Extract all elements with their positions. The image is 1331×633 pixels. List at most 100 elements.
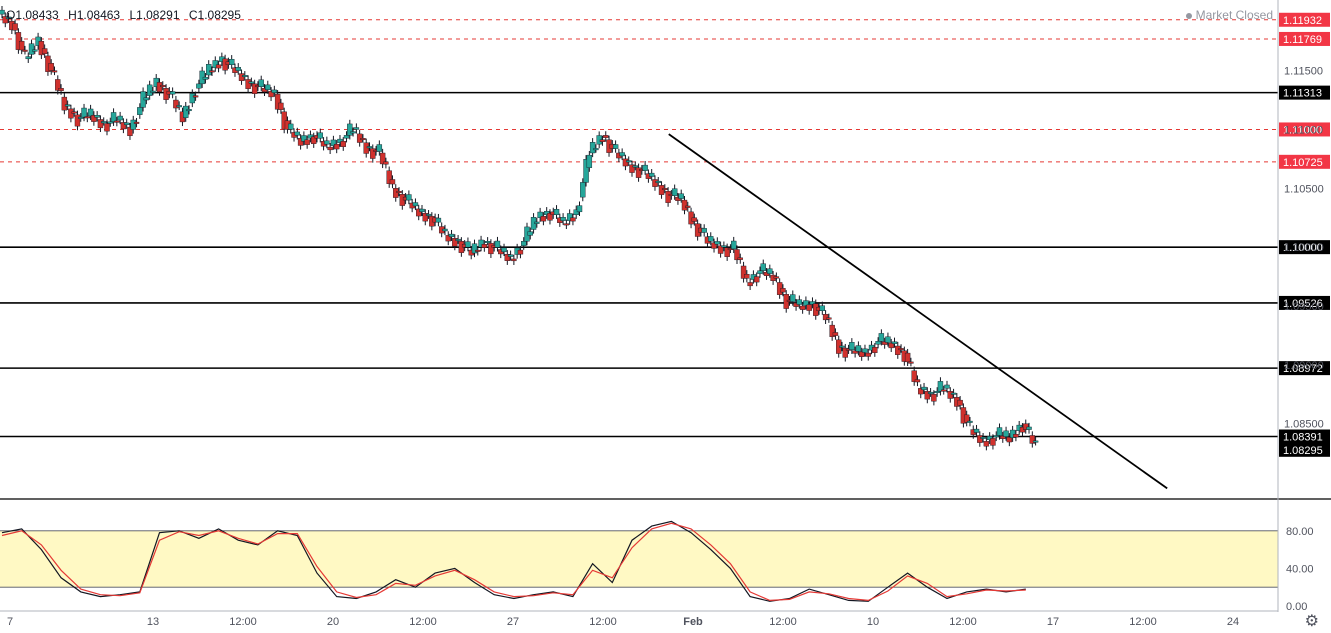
candle-body [455, 238, 461, 241]
level-label: 1.11932 [1283, 15, 1322, 27]
candle-body [832, 332, 839, 336]
candle-body [760, 263, 766, 271]
y-tick-label: 1.11000 [1284, 124, 1323, 136]
candle-body [576, 205, 583, 213]
candle-body [258, 79, 264, 87]
candle-body [504, 254, 511, 261]
candle-body [885, 336, 891, 343]
candle-body [655, 180, 661, 183]
candle-body [747, 282, 753, 287]
candle-body [110, 112, 117, 123]
candle-body [55, 79, 61, 91]
stoch-band [0, 530, 1278, 588]
candle-body [635, 167, 642, 178]
candle-body [84, 116, 91, 119]
x-tick-label: 12:00 [769, 616, 797, 628]
candle-body [1023, 423, 1029, 430]
stoch-tick-label: 0.00 [1286, 601, 1307, 613]
candle-body [242, 75, 248, 77]
candle-body [228, 58, 235, 65]
candle-body [48, 63, 54, 71]
candle-body [91, 115, 97, 122]
candle-body [442, 228, 448, 232]
candle-body [192, 95, 199, 98]
candle-body [724, 247, 730, 257]
candle-body [18, 40, 25, 51]
candle-body [104, 123, 110, 132]
candle-body [566, 213, 573, 221]
candle-body [622, 158, 629, 167]
candle-body [1032, 440, 1039, 443]
candle-body [806, 304, 812, 311]
candle-body [941, 389, 947, 392]
candle-body [993, 435, 999, 438]
settings-gear-icon[interactable]: ⚙ [1304, 613, 1319, 630]
candle-body [386, 170, 392, 184]
candle-body [898, 348, 904, 351]
candle-body [248, 81, 255, 84]
candle-body [507, 254, 514, 257]
x-tick-label: 12:00 [229, 616, 257, 628]
candle-body [465, 241, 471, 248]
candle-body [918, 388, 924, 395]
candle-body [435, 217, 442, 223]
candle-body [737, 257, 743, 260]
trendline[interactable] [668, 133, 1168, 490]
candle-body [826, 317, 832, 320]
candle-body [130, 119, 136, 130]
level-label: 1.11000 [1283, 124, 1322, 136]
candle-body [678, 193, 684, 199]
candle-body [123, 122, 130, 125]
candle-body [967, 420, 973, 423]
candle-body [773, 276, 780, 279]
candle-body [173, 99, 179, 109]
candle-body [478, 239, 484, 248]
candle-body [681, 199, 688, 211]
candle-body [527, 231, 533, 236]
candle-body [333, 143, 340, 150]
candle-body [350, 131, 356, 134]
candle-body [937, 381, 944, 392]
candle-body [619, 152, 625, 157]
candle-body [271, 89, 278, 93]
y-tick-label: 1.08500 [1284, 419, 1324, 431]
candle-body [573, 209, 579, 215]
candle-body [1029, 435, 1036, 444]
candle-body [238, 73, 245, 81]
candle-body [931, 394, 937, 402]
candle-body [744, 274, 750, 279]
y-tick-label: 1.10000 [1284, 242, 1324, 254]
level-label: 1.08391 [1283, 432, 1323, 444]
candle-body [340, 141, 346, 147]
candle-body [671, 188, 678, 196]
candle-body [389, 179, 396, 185]
candle-body [360, 138, 366, 140]
high-value: H1.08463 [68, 8, 121, 22]
x-tick-label: 7 [7, 616, 13, 628]
stoch-k-line [1, 520, 1026, 602]
candle-body [494, 240, 501, 248]
candle-body [475, 249, 481, 252]
candle-body [996, 427, 1003, 436]
candle-body [780, 288, 786, 293]
candle-body [406, 194, 412, 201]
candle-body [137, 107, 143, 115]
candle-body [753, 276, 760, 283]
candle-body [274, 93, 281, 110]
candle-body [471, 243, 478, 254]
candle-body [261, 88, 268, 93]
candle-body [215, 64, 222, 69]
candle-body [143, 97, 150, 101]
candle-body [711, 242, 717, 249]
candle-body [589, 142, 596, 154]
candle-body [957, 399, 963, 406]
level-label: 1.10000 [1283, 242, 1323, 254]
candle-body [347, 123, 353, 136]
candle-body [68, 108, 74, 119]
candle-body [977, 435, 983, 443]
candle-body [422, 213, 428, 222]
x-tick-label: 12:00 [949, 616, 977, 628]
candle-body [648, 172, 655, 177]
level-label-box [1279, 85, 1330, 100]
